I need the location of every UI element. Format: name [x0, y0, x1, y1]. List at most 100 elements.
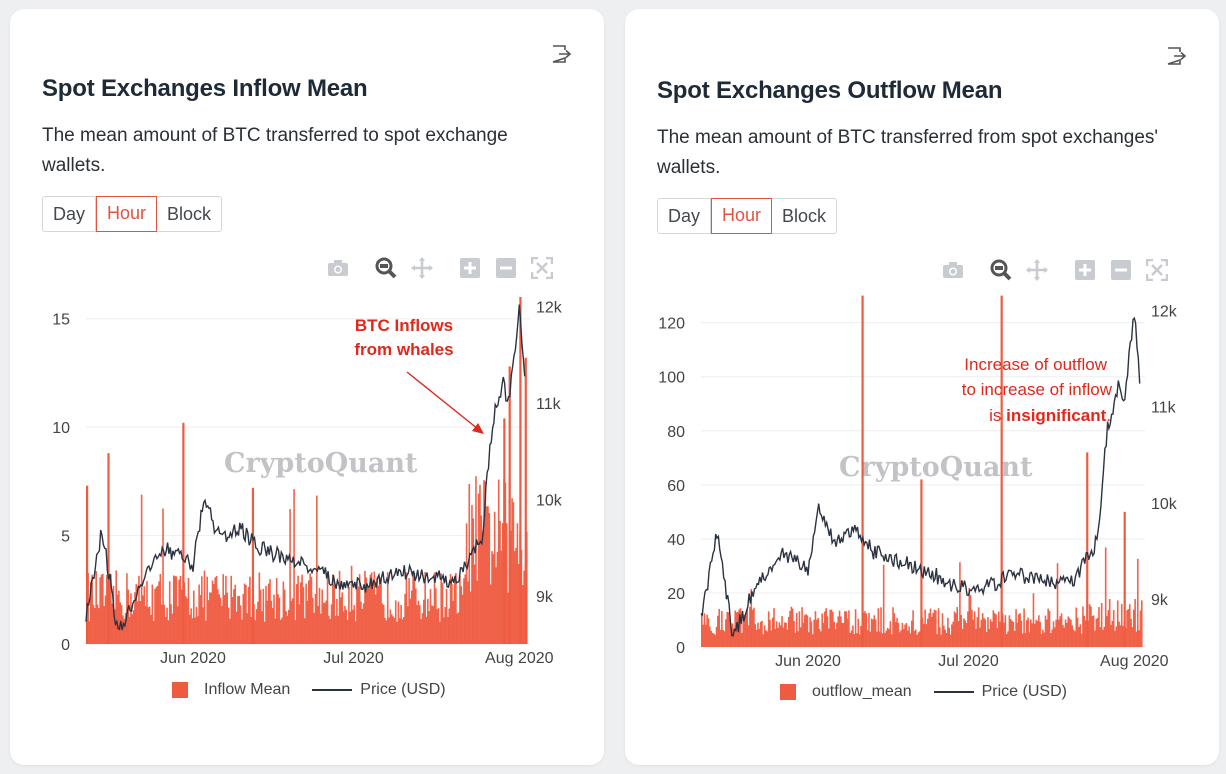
camera-icon[interactable] [941, 258, 965, 282]
zoom-icon[interactable] [989, 258, 1013, 282]
bar [715, 626, 718, 647]
bar [135, 584, 138, 644]
bar [365, 577, 368, 644]
bar [767, 611, 770, 647]
camera-icon[interactable] [326, 256, 350, 280]
bar [1044, 615, 1047, 647]
bar [357, 586, 360, 644]
bar [393, 617, 396, 644]
bar [198, 584, 200, 644]
legend-bar-label[interactable]: Inflow Mean [204, 681, 291, 698]
y2-tick-label: 12k [536, 300, 563, 317]
bar [507, 592, 509, 644]
bar [1095, 618, 1098, 647]
export-icon[interactable] [550, 43, 572, 65]
bar [238, 595, 241, 644]
bar [207, 600, 210, 644]
bar [332, 574, 334, 644]
export-icon[interactable] [1165, 45, 1187, 67]
legend-line-label[interactable]: Price (USD) [360, 681, 446, 698]
bar [703, 613, 706, 647]
bar [1126, 610, 1128, 647]
bar [353, 605, 356, 644]
bar [425, 616, 428, 644]
bar [340, 597, 342, 644]
pan-icon[interactable] [1025, 258, 1049, 282]
bar [912, 610, 914, 647]
y-tick-label: 100 [658, 370, 685, 387]
legend-line-label[interactable]: Price (USD) [981, 683, 1067, 700]
zoom-icon[interactable] [374, 256, 398, 280]
bar [742, 618, 745, 647]
zoom-in-icon[interactable] [1073, 258, 1097, 282]
interval-block-button[interactable]: Block [167, 204, 212, 224]
watermark: CryptoQuant [839, 452, 1033, 483]
legend-line-swatch[interactable] [312, 689, 353, 691]
bar [447, 616, 449, 644]
bar [818, 628, 821, 647]
zoom-out-icon[interactable] [494, 256, 518, 280]
bar [910, 620, 913, 647]
bar [392, 616, 394, 644]
bar [453, 580, 456, 644]
outflow-chart[interactable]: 0 20 40 60 80 100 120 9k 10k 11k 12k Jun 2020 Jul 20… [625, 279, 1219, 679]
legend-bar-swatch[interactable] [172, 682, 188, 698]
bar [830, 609, 833, 647]
interval-hour-button[interactable]: Hour [96, 196, 158, 232]
inflow-chart[interactable]: 0 5 10 15 9k 10k 11k 12k Jun 2020 Jul 2020 Aug 202… [10, 279, 604, 679]
bar [140, 494, 143, 644]
bar [456, 613, 459, 644]
bar [166, 607, 168, 644]
legend-line-swatch[interactable] [933, 691, 974, 693]
bar [856, 633, 858, 647]
bar [329, 618, 331, 644]
bar [1090, 606, 1092, 647]
bar [188, 614, 191, 644]
bar [929, 608, 932, 647]
bar [107, 453, 110, 644]
interval-block-button[interactable]: Block [782, 206, 827, 226]
bar [452, 600, 455, 644]
bar [424, 571, 426, 644]
zoom-out-icon[interactable] [1109, 258, 1133, 282]
bar [416, 604, 418, 644]
autoscale-icon[interactable] [530, 256, 554, 280]
bar [100, 574, 103, 644]
bar [263, 621, 266, 644]
y-tick-label: 10 [52, 420, 70, 437]
legend-bar-label[interactable]: outflow_mean [812, 683, 912, 700]
bar [337, 615, 340, 644]
bar [192, 590, 195, 644]
bar [853, 634, 856, 647]
bar [385, 620, 388, 644]
interval-hour-button[interactable]: Hour [711, 198, 773, 234]
autoscale-icon[interactable] [1145, 258, 1169, 282]
bar [287, 609, 290, 644]
bar [491, 551, 493, 644]
bar [1052, 621, 1055, 647]
bar [825, 608, 827, 647]
bar [274, 618, 277, 644]
bar [459, 575, 461, 644]
bar [829, 609, 831, 647]
y-tick-label: 15 [52, 312, 70, 329]
zoom-in-icon[interactable] [458, 256, 482, 280]
bar [880, 607, 882, 647]
legend-bar-swatch[interactable] [780, 684, 796, 700]
bar [730, 628, 733, 647]
x-tick-label: Aug 2020 [485, 650, 554, 667]
interval-day-button[interactable]: Day [658, 199, 712, 233]
bar [338, 570, 341, 644]
bar [505, 523, 508, 644]
interval-day-button[interactable]: Day [43, 197, 97, 231]
bar [182, 422, 185, 644]
bar [419, 605, 421, 644]
pan-icon[interactable] [410, 256, 434, 280]
bar [184, 596, 187, 644]
bar [354, 621, 357, 644]
bar [917, 632, 920, 647]
bar [148, 606, 151, 644]
bar [943, 625, 945, 647]
annotation-text: is insignificant. [989, 406, 1111, 425]
bar [127, 589, 130, 644]
